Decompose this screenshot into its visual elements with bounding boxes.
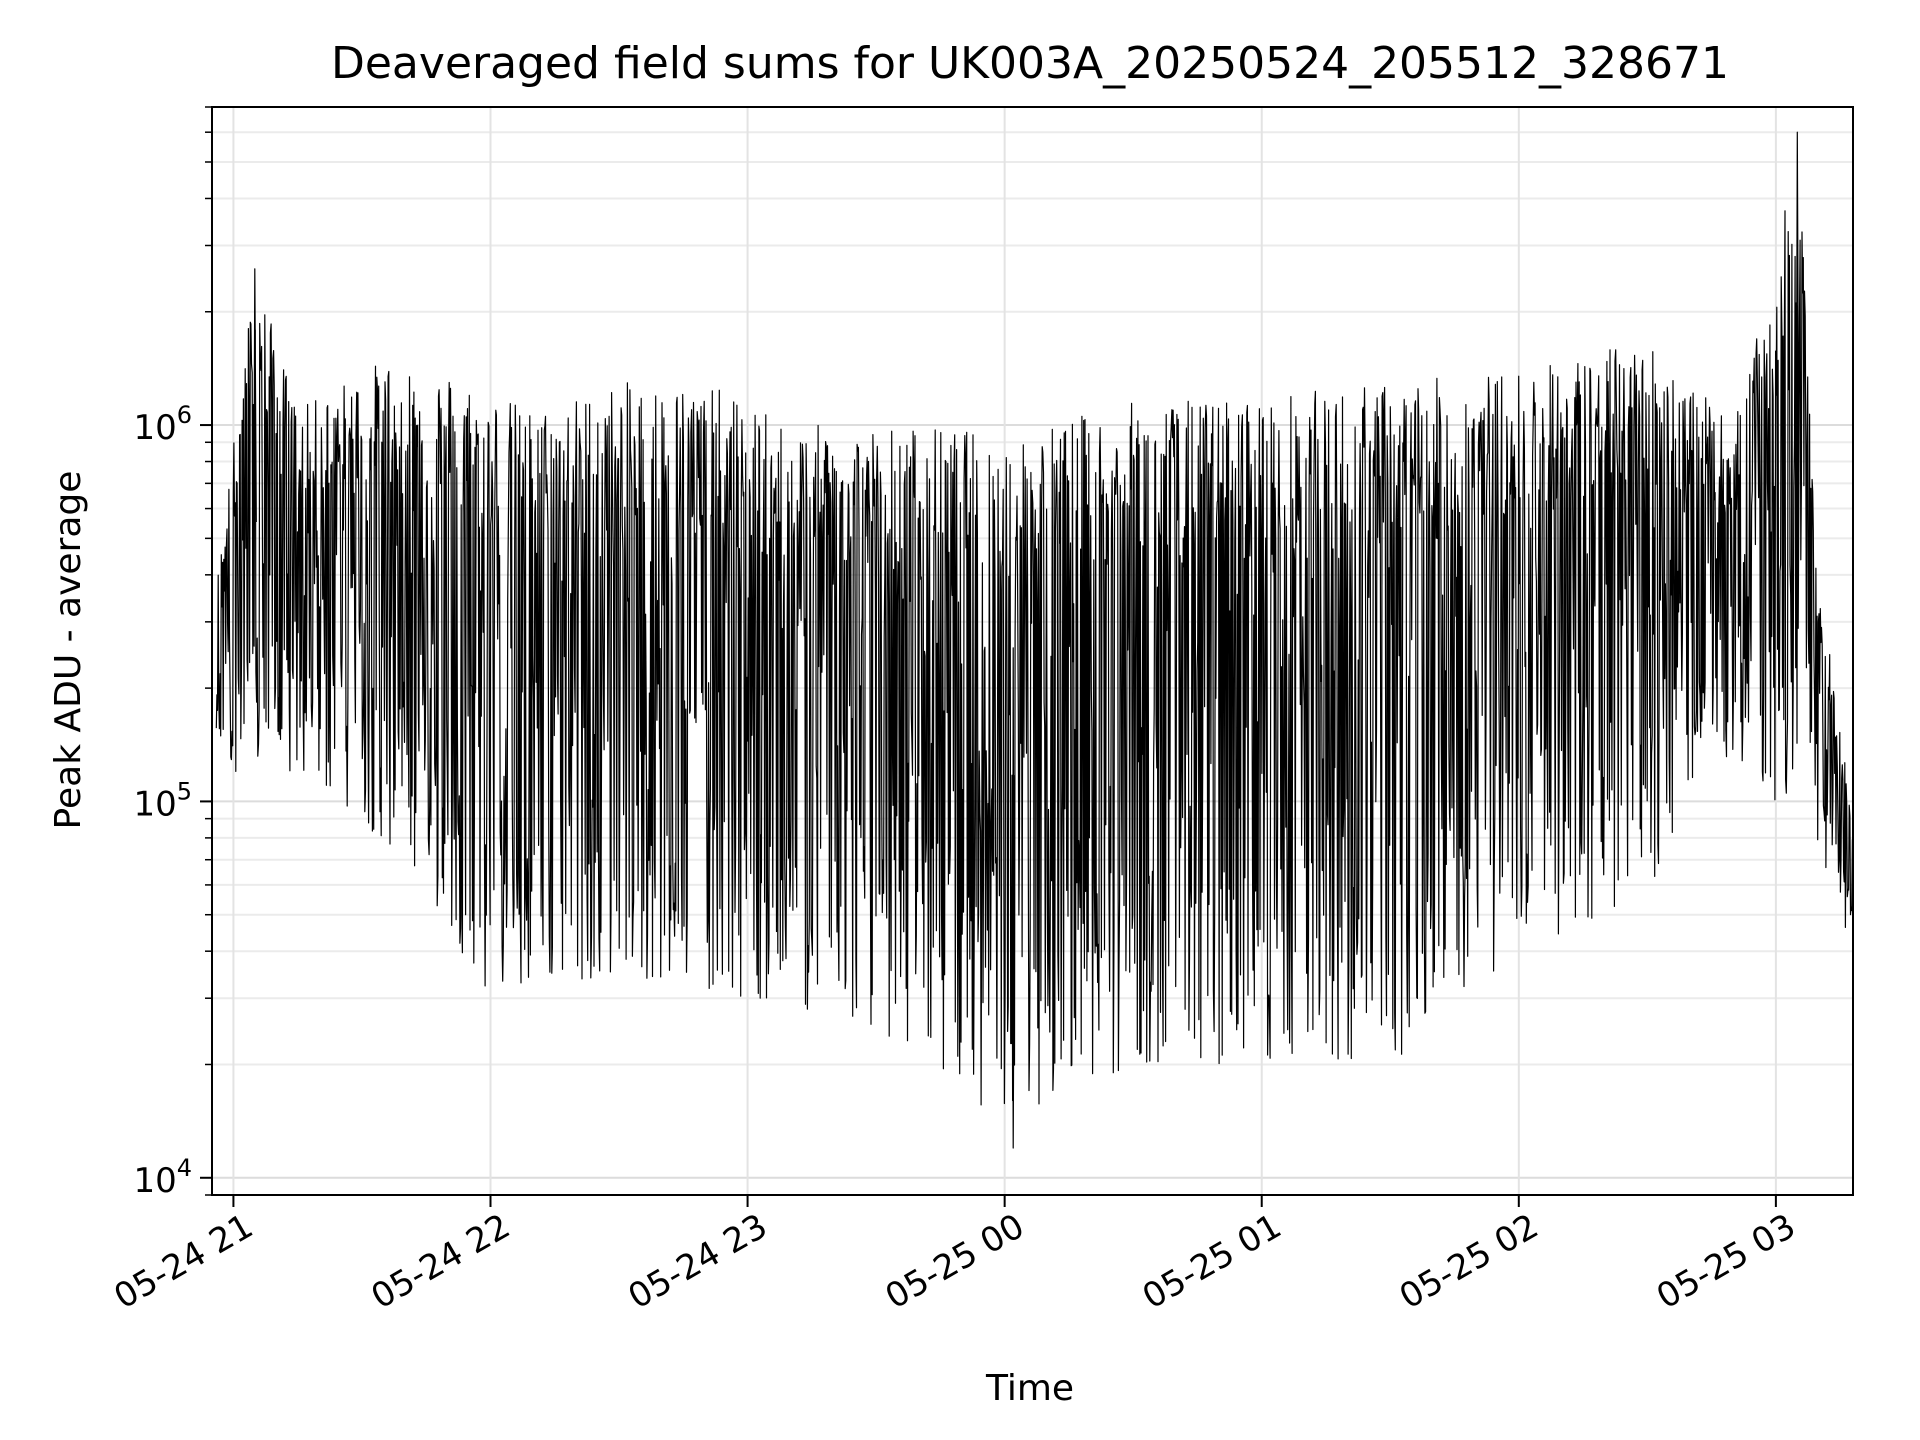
y-axis-label: Peak ADU - average <box>48 471 89 830</box>
y-tick-label: 106 <box>133 401 192 448</box>
chart-title: Deaveraged field sums for UK003A_2025052… <box>331 38 1729 89</box>
y-tick-label: 104 <box>133 1154 192 1201</box>
series-line <box>215 131 1853 1149</box>
plot-frame <box>211 106 1854 1196</box>
y-tick-label: 105 <box>133 777 192 824</box>
data-series <box>215 131 1853 1149</box>
y-axis-ticks: 104 105 106 <box>133 106 212 1201</box>
x-axis-label: Time <box>985 1368 1074 1409</box>
